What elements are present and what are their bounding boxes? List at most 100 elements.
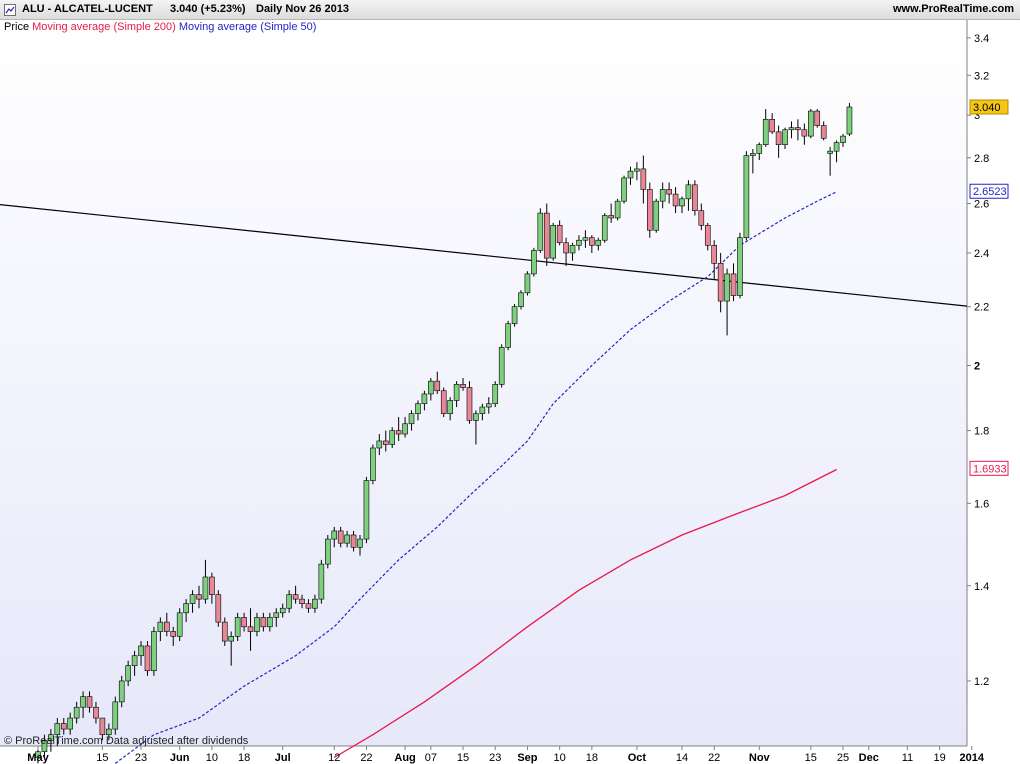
x-tick-label: 2014 bbox=[960, 752, 985, 764]
candle-body bbox=[762, 119, 769, 145]
candle bbox=[54, 718, 61, 746]
candle-body bbox=[511, 306, 518, 325]
candle-body bbox=[247, 626, 254, 632]
candle bbox=[221, 617, 228, 646]
candle-body bbox=[788, 127, 795, 131]
candle-body bbox=[106, 728, 112, 735]
candle-body bbox=[189, 594, 196, 604]
candle-body bbox=[447, 400, 453, 414]
candle bbox=[543, 203, 550, 266]
y-axis: 1.2 1.4 1.6 1.8 2 2.2 2.4 2.6 2.8 3 3.2 3.4 bbox=[967, 33, 989, 688]
candle bbox=[460, 378, 466, 391]
ma200-badge: 1.6933 bbox=[969, 460, 1009, 476]
candle-body bbox=[138, 645, 144, 657]
candle-body bbox=[434, 380, 441, 392]
candle bbox=[370, 444, 376, 485]
candle-body bbox=[337, 530, 344, 544]
site-link[interactable]: www.ProRealTime.com bbox=[892, 3, 1014, 15]
candle-body bbox=[672, 193, 679, 207]
candle bbox=[382, 430, 389, 452]
candle-body bbox=[659, 189, 666, 202]
candle bbox=[209, 572, 215, 604]
candle bbox=[659, 182, 666, 209]
candle-body bbox=[144, 645, 151, 672]
candle bbox=[537, 208, 544, 253]
candle bbox=[846, 102, 853, 137]
candle-body bbox=[370, 447, 376, 481]
x-tick-label: 23 bbox=[135, 752, 147, 764]
candle-body bbox=[640, 168, 647, 190]
candle-body bbox=[86, 696, 93, 708]
candle bbox=[215, 590, 222, 627]
candle bbox=[640, 155, 647, 204]
candle-body bbox=[492, 384, 499, 405]
candle bbox=[260, 612, 267, 632]
x-tick-label: 10 bbox=[554, 752, 566, 764]
candle-body bbox=[833, 142, 840, 152]
candle-body bbox=[717, 263, 724, 302]
y-tick-label: 2.6 bbox=[974, 199, 989, 211]
candle bbox=[176, 608, 183, 642]
copyright-note: © ProRealTime.com Data adjusted after di… bbox=[4, 735, 249, 747]
ma50-badge-box bbox=[969, 183, 1009, 199]
candle-body bbox=[685, 184, 692, 200]
candle-body bbox=[840, 135, 846, 143]
x-tick-label: 18 bbox=[586, 752, 598, 764]
candle bbox=[99, 717, 106, 741]
candle bbox=[833, 140, 840, 163]
x-tick-label: 15 bbox=[805, 752, 817, 764]
candle-body bbox=[743, 155, 750, 239]
candle-body bbox=[550, 224, 557, 259]
candle bbox=[234, 612, 241, 642]
candle-body bbox=[473, 413, 479, 421]
candle bbox=[518, 290, 524, 310]
candle-body bbox=[408, 413, 415, 425]
ma200-badge-box bbox=[969, 460, 1009, 476]
candle bbox=[428, 378, 434, 401]
ma200-badge-label: 1.6933 bbox=[973, 463, 1007, 475]
candle bbox=[840, 133, 846, 147]
y-tick-label: 1.2 bbox=[974, 676, 989, 688]
candle-body bbox=[125, 665, 131, 682]
candle-body bbox=[775, 131, 782, 145]
legend-ma50[interactable]: Moving average (Simple 50) bbox=[178, 21, 317, 33]
candle bbox=[756, 142, 763, 160]
candle-body bbox=[305, 603, 312, 609]
candle bbox=[634, 162, 640, 181]
ma50-line bbox=[114, 191, 837, 764]
candle bbox=[466, 381, 473, 424]
candle-body bbox=[460, 384, 466, 388]
candles-layer bbox=[35, 102, 853, 764]
indicator-legend: Price Moving average (Simple 200) Moving… bbox=[4, 21, 316, 33]
candle-body bbox=[518, 292, 524, 307]
candle-body bbox=[750, 153, 756, 156]
legend-price[interactable]: Price bbox=[4, 21, 30, 33]
candle-body bbox=[389, 430, 396, 445]
candle-body bbox=[157, 621, 164, 632]
candle-body bbox=[782, 129, 788, 145]
candle bbox=[743, 151, 750, 241]
x-tick-label: Jun bbox=[170, 752, 190, 764]
candle-body bbox=[601, 215, 608, 241]
x-axis: May 15 23 Jun 10 18 Jul 12 22 Aug 07 15 23 Sep 10 18 Oct… bbox=[27, 746, 985, 764]
chart-properties-icon[interactable] bbox=[4, 4, 16, 16]
candle-body bbox=[589, 237, 595, 246]
candle bbox=[118, 675, 125, 708]
candle-body bbox=[299, 598, 305, 604]
candle-body bbox=[801, 129, 808, 137]
candle-body bbox=[376, 440, 383, 449]
candle-body bbox=[80, 696, 86, 708]
candle-body bbox=[846, 106, 853, 135]
candle-body bbox=[344, 534, 350, 544]
candle bbox=[337, 526, 344, 548]
candle bbox=[421, 390, 428, 411]
candle bbox=[492, 381, 499, 408]
candle-body bbox=[241, 617, 247, 628]
candle bbox=[408, 410, 415, 431]
candle-body bbox=[608, 215, 614, 219]
candle-body bbox=[485, 403, 492, 408]
candle-body bbox=[621, 177, 627, 202]
candle-body bbox=[73, 706, 80, 719]
legend-ma200[interactable]: Moving average (Simple 200) bbox=[32, 21, 176, 33]
candle bbox=[164, 612, 170, 637]
